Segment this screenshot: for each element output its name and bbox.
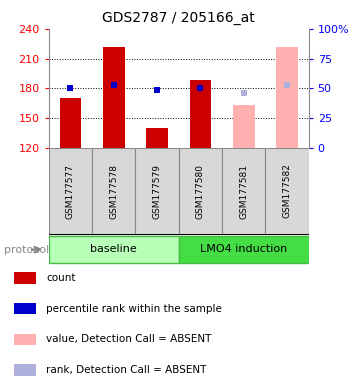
Bar bbox=[49, 148, 92, 234]
Bar bbox=[14, 272, 36, 284]
Text: value, Detection Call = ABSENT: value, Detection Call = ABSENT bbox=[47, 334, 212, 344]
Bar bbox=[14, 303, 36, 314]
Bar bbox=[222, 148, 265, 234]
Bar bbox=[179, 148, 222, 234]
Bar bbox=[135, 148, 179, 234]
Bar bbox=[265, 148, 309, 234]
Bar bbox=[92, 148, 135, 234]
Text: count: count bbox=[47, 273, 76, 283]
Text: GSM177580: GSM177580 bbox=[196, 164, 205, 218]
Text: rank, Detection Call = ABSENT: rank, Detection Call = ABSENT bbox=[47, 365, 207, 375]
Bar bbox=[146, 128, 168, 148]
Text: LMO4 induction: LMO4 induction bbox=[200, 244, 287, 254]
Text: GSM177579: GSM177579 bbox=[153, 164, 161, 218]
Text: GSM177581: GSM177581 bbox=[239, 164, 248, 218]
Bar bbox=[49, 236, 179, 263]
Bar bbox=[103, 46, 125, 148]
Bar bbox=[190, 80, 211, 148]
Text: baseline: baseline bbox=[90, 244, 137, 254]
Bar bbox=[233, 105, 255, 148]
Text: percentile rank within the sample: percentile rank within the sample bbox=[47, 304, 222, 314]
Bar bbox=[60, 98, 81, 148]
Text: protocol: protocol bbox=[4, 245, 49, 255]
Bar bbox=[276, 46, 298, 148]
Bar bbox=[14, 334, 36, 345]
Text: GSM177577: GSM177577 bbox=[66, 164, 75, 218]
Bar bbox=[14, 364, 36, 376]
Text: GSM177582: GSM177582 bbox=[283, 164, 291, 218]
Text: GSM177578: GSM177578 bbox=[109, 164, 118, 218]
Bar bbox=[179, 236, 309, 263]
Title: GDS2787 / 205166_at: GDS2787 / 205166_at bbox=[102, 11, 255, 25]
